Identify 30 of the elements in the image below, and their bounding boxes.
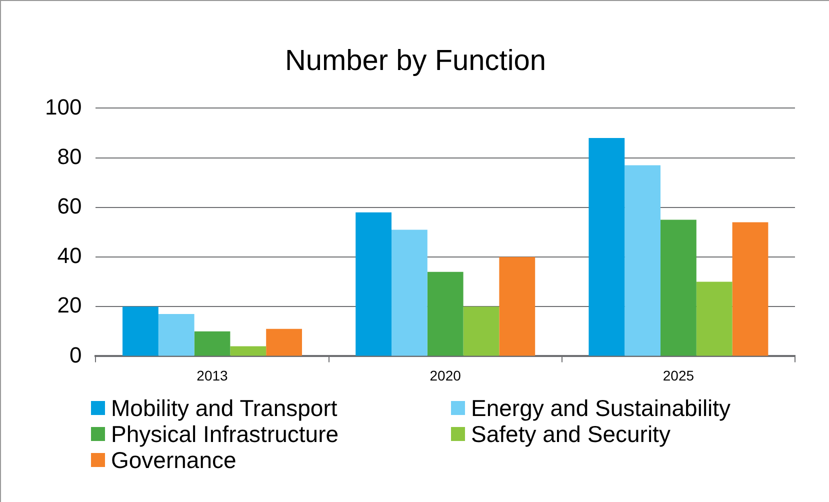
chart-title: Number by Function: [284, 45, 548, 78]
legend-label: Governance: [111, 447, 236, 473]
bar: [158, 314, 194, 356]
x-tick-label: 2013: [196, 367, 228, 384]
legend-label: Mobility and Transport: [111, 395, 338, 421]
y-tick-label: 60: [57, 193, 82, 218]
bar: [427, 272, 464, 356]
bar: [660, 220, 696, 356]
bar: [266, 328, 302, 356]
bar: [230, 346, 266, 356]
y-tick-label: 40: [57, 243, 82, 268]
bar: [732, 222, 768, 356]
y-tick-label: 0: [69, 342, 82, 368]
bar: [696, 282, 732, 356]
legend-label: Energy and Sustainability: [471, 395, 731, 421]
x-tick-label: 2025: [662, 367, 694, 384]
bar: [122, 306, 158, 356]
bar: [194, 331, 230, 356]
bar: [588, 138, 625, 356]
bar: [356, 212, 392, 356]
legend-label: Safety and Security: [471, 421, 670, 447]
bar: [499, 257, 536, 356]
bar: [392, 230, 428, 356]
legend-label: Physical Infrastructure: [111, 421, 339, 447]
bar: [624, 165, 661, 356]
x-tick-label: 2020: [430, 367, 462, 384]
y-tick-label: 80: [57, 144, 82, 169]
bar: [463, 306, 500, 356]
y-tick-label: 20: [57, 292, 82, 318]
y-tick-label: 100: [44, 94, 82, 120]
